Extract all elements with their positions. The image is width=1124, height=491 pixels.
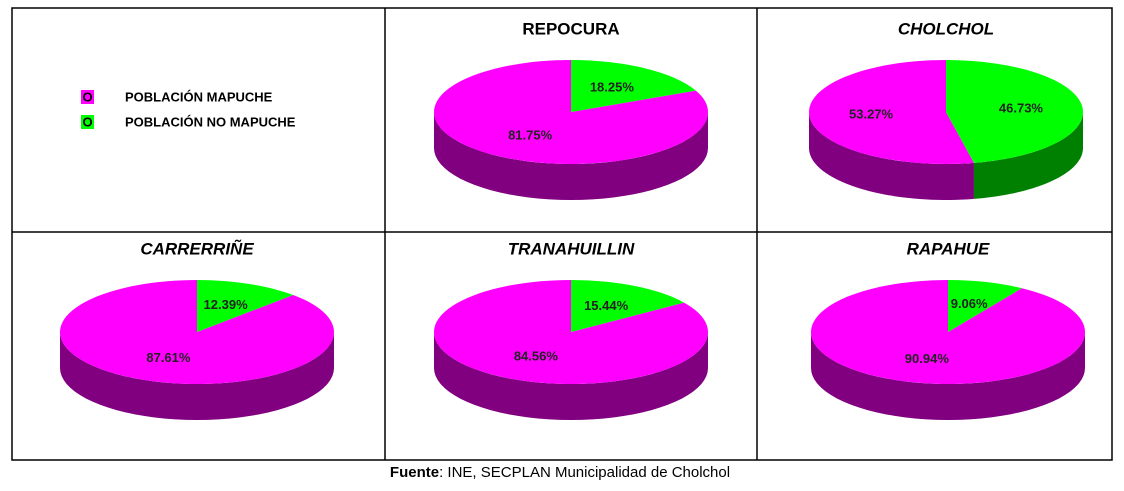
- value-label: 87.61%: [146, 350, 191, 365]
- slice: [197, 280, 294, 332]
- value-label: 9.06%: [951, 296, 988, 311]
- pie-title: TRANAHUILLIN: [508, 239, 635, 258]
- value-label: 84.56%: [514, 349, 559, 364]
- slice-side: [809, 112, 974, 200]
- source-text: : INE, SECPLAN Municipalidad de Cholchol: [439, 464, 730, 481]
- legend-label: POBLACIÓN MAPUCHE: [125, 89, 273, 104]
- slice-side: [811, 332, 1085, 420]
- slice: [571, 60, 696, 112]
- source-label: Fuente: [390, 464, 439, 481]
- legend-marker: O: [82, 114, 92, 129]
- legend-swatch: [81, 90, 94, 104]
- slice-side: [60, 332, 334, 420]
- frame: [11, 7, 1113, 461]
- pie-title: CHOLCHOL: [898, 19, 994, 38]
- pie-title: RAPAHUE: [907, 239, 990, 258]
- slice: [948, 280, 1022, 332]
- grid-frame: [11, 7, 1113, 461]
- value-label: 90.94%: [905, 351, 950, 366]
- pie-title: CARRERRIÑE: [140, 238, 254, 258]
- slice: [809, 60, 974, 164]
- value-label: 15.44%: [584, 298, 629, 313]
- slice: [59, 280, 334, 385]
- slice-side: [973, 112, 1083, 199]
- slice: [946, 60, 1084, 163]
- slice-side: [434, 112, 708, 200]
- value-label: 53.27%: [849, 106, 894, 121]
- value-label: 81.75%: [508, 127, 553, 142]
- value-label: 18.25%: [590, 79, 635, 94]
- slice: [571, 280, 685, 332]
- legend-marker: O: [82, 89, 92, 104]
- legend-swatch: [81, 115, 94, 129]
- slice: [433, 59, 708, 164]
- value-label: 46.73%: [999, 101, 1044, 116]
- value-label: 12.39%: [204, 297, 249, 312]
- pie-title: REPOCURA: [522, 19, 619, 38]
- legend-label: POBLACIÓN NO MAPUCHE: [125, 114, 296, 129]
- source: Fuente: INE, SECPLAN Municipalidad de Ch…: [390, 464, 730, 481]
- slice-side: [434, 332, 708, 420]
